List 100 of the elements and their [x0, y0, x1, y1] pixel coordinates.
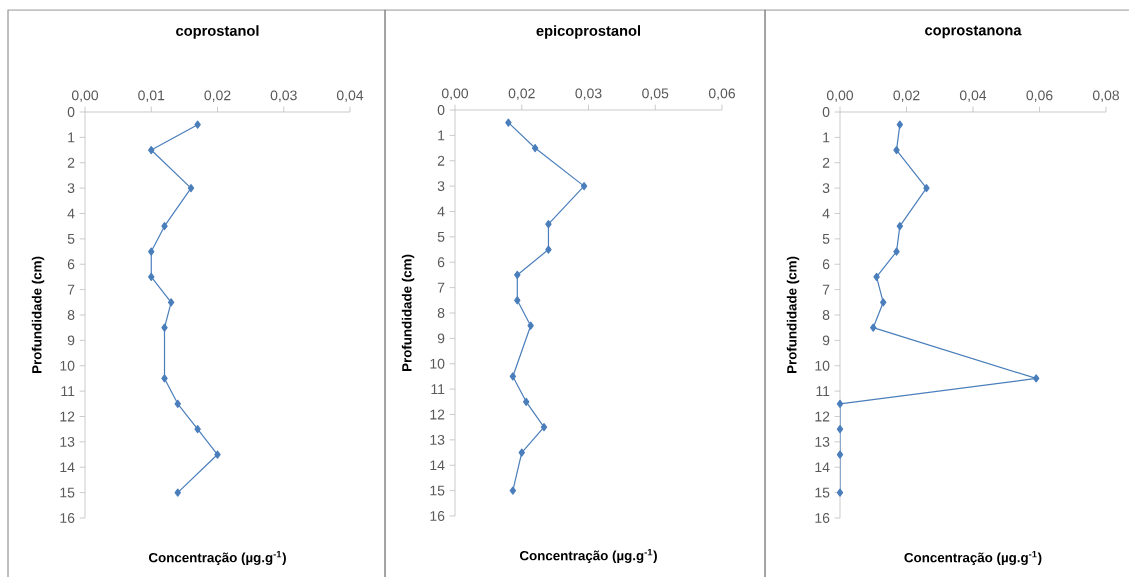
- y-tick-label: 14: [815, 462, 830, 473]
- point: [893, 247, 900, 256]
- point: [194, 425, 201, 434]
- point: [518, 448, 525, 457]
- y-tick-label: 8: [67, 310, 75, 320]
- y-tick-label: 11: [61, 386, 75, 396]
- y-tick-label: 14: [60, 462, 75, 473]
- point: [167, 298, 175, 307]
- x-tick-label: 0,02: [204, 90, 231, 102]
- point: [580, 182, 588, 191]
- y-tick-label: 7: [822, 284, 830, 295]
- y-tick-label: 16: [815, 513, 830, 523]
- y-tick-label: 9: [822, 335, 830, 346]
- y-tick-label: 4: [822, 208, 830, 219]
- y-tick-label: 2: [67, 157, 75, 168]
- y-tick-label: 1: [68, 132, 75, 143]
- point: [836, 399, 844, 408]
- y-tick-label: 11: [816, 386, 830, 396]
- point: [514, 296, 521, 305]
- point: [880, 298, 887, 307]
- y-tick-label: 5: [822, 234, 830, 244]
- y-tick-label: 5: [437, 232, 445, 242]
- point: [836, 450, 844, 459]
- y-tick-label: 9: [67, 335, 75, 346]
- point: [187, 184, 195, 193]
- point: [214, 450, 221, 459]
- y-tick-label: 13: [815, 436, 830, 447]
- x-axis-title: Concentração (µg.g$^{-1}$): [519, 548, 657, 564]
- point: [161, 222, 168, 231]
- y-tick-label: 0: [67, 107, 75, 117]
- point: [545, 245, 552, 254]
- chart-title: epicoprostanol: [536, 25, 641, 39]
- point: [896, 120, 904, 129]
- x-tick-label: 0,04: [336, 90, 364, 102]
- y-tick-label: 1: [823, 132, 830, 143]
- point: [509, 486, 517, 495]
- x-tick-label: 0,00: [826, 90, 854, 102]
- point: [514, 270, 521, 279]
- point: [194, 120, 201, 129]
- point: [148, 272, 155, 281]
- point: [893, 145, 900, 155]
- y-tick-label: 11: [431, 384, 445, 394]
- point: [161, 323, 168, 332]
- x-tick-label: 0,06: [708, 88, 735, 100]
- y-tick-label: 12: [815, 411, 830, 422]
- point: [148, 247, 155, 256]
- y-tick-label: 6: [437, 257, 445, 268]
- y-tick-label: 6: [822, 259, 830, 270]
- x-axis-title: Concentração (µg.g$^{-1}$): [904, 550, 1042, 566]
- x-axis-title: Concentração (µg.g$^{-1}$): [148, 550, 286, 566]
- y-tick-label: 1: [438, 130, 445, 141]
- y-tick-label: 14: [430, 460, 445, 471]
- y-tick-label: 13: [430, 434, 445, 445]
- y-tick-label: 0: [822, 107, 830, 117]
- y-tick-label: 16: [60, 513, 75, 523]
- y-tick-label: 6: [67, 259, 75, 270]
- y-tick-label: 13: [60, 436, 75, 447]
- point: [836, 425, 844, 434]
- y-tick-label: 10: [430, 358, 445, 369]
- y-tick-label: 4: [437, 206, 445, 217]
- point: [523, 397, 530, 406]
- y-tick-label: 8: [437, 308, 445, 318]
- point: [870, 323, 877, 332]
- y-tick-label: 16: [430, 511, 445, 521]
- y-axis-title: Profundidade (cm): [31, 256, 45, 373]
- y-tick-label: 7: [67, 284, 75, 295]
- x-tick-label: 0,04: [959, 90, 987, 102]
- x-tick-label: 0,08: [1092, 90, 1120, 102]
- y-tick-label: 8: [822, 310, 830, 320]
- point: [540, 423, 548, 432]
- y-tick-label: 15: [430, 485, 445, 496]
- y-tick-label: 10: [815, 360, 830, 371]
- x-tick-label: 0,01: [138, 90, 165, 102]
- x-tick-label: 0,05: [642, 88, 669, 100]
- y-axis-title: Profundidade (cm): [401, 254, 415, 371]
- y-tick-label: 3: [822, 183, 830, 194]
- x-tick-label: 0,03: [270, 90, 297, 102]
- y-tick-label: 15: [60, 487, 75, 498]
- point: [1032, 374, 1040, 383]
- point: [161, 374, 168, 383]
- y-tick-label: 3: [67, 183, 75, 194]
- point: [509, 372, 517, 381]
- x-tick-label: 0,00: [441, 88, 469, 100]
- y-tick-label: 2: [822, 157, 830, 168]
- point: [873, 272, 880, 281]
- y-tick-label: 12: [430, 409, 445, 420]
- y-tick-label: 15: [815, 487, 830, 498]
- point: [531, 143, 539, 153]
- point: [836, 488, 844, 497]
- point: [527, 321, 534, 330]
- y-tick-label: 10: [60, 360, 75, 371]
- x-tick-label: 0,00: [71, 90, 99, 102]
- point: [174, 399, 181, 408]
- point: [148, 145, 155, 155]
- point: [545, 220, 552, 229]
- y-tick-label: 2: [437, 155, 445, 166]
- x-tick-label: 0,03: [575, 88, 602, 100]
- y-tick-label: 0: [437, 105, 445, 115]
- y-tick-label: 9: [437, 333, 445, 344]
- x-tick-label: 0,02: [893, 90, 920, 102]
